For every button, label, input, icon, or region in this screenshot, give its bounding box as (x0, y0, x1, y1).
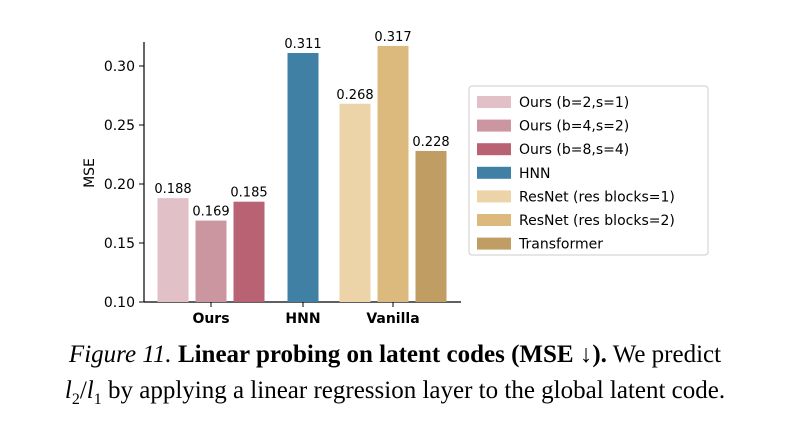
x-group-label-vanilla: Vanilla (366, 311, 419, 327)
x-group-label-hnn: HNN (285, 311, 320, 327)
legend-swatch (477, 119, 511, 132)
bar-ours-b-2-s-1 (157, 198, 189, 302)
legend-swatch (477, 214, 511, 226)
legend-frame (468, 85, 709, 256)
caption-text-2: by applying a linear regression layer to… (107, 377, 726, 404)
legend-swatch (477, 190, 511, 203)
figure-caption-line-1: Figure 11. Linear probing on latent code… (0, 338, 790, 372)
legend-swatch (477, 237, 511, 250)
bar-value-label: 0.185 (230, 186, 267, 201)
bar-ours-b-4-s-2 (195, 220, 227, 302)
figure-label: Figure 11. (68, 341, 172, 368)
bars (157, 45, 447, 302)
y-axis-label: MSE (82, 158, 98, 188)
y-tick-label: 0.15 (104, 236, 135, 252)
legend-entry-label: ResNet (res blocks=2) (519, 213, 675, 229)
legend-swatch (477, 96, 511, 108)
bar-value-label: 0.268 (336, 88, 373, 103)
legend-swatch (477, 143, 511, 156)
bar-value-label: 0.228 (412, 135, 449, 150)
x-group-label-ours: Ours (192, 311, 229, 327)
x-axis: Ours HNN Vanilla (192, 302, 420, 327)
legend: Ours (b=2,s=1) Ours (b=4,s=2) Ours (b=8,s=… (468, 85, 709, 256)
y-tick-label: 0.25 (104, 118, 135, 134)
bar-value-label: 0.317 (374, 30, 411, 45)
figure-caption-line-2: l2/l1 by applying a linear regression la… (0, 374, 790, 417)
legend-entry-label: Transformer (518, 237, 603, 253)
bar-ours-b-8-s-4 (233, 201, 265, 302)
caption-title: Linear probing on latent codes (MSE ↓). (177, 341, 607, 368)
bar-value-label: 0.311 (284, 37, 321, 52)
legend-entry-label: HNN (519, 166, 550, 182)
bar-resnet-res-blocks-2 (377, 45, 409, 302)
legend-entry-label: ResNet (res blocks=1) (519, 189, 675, 205)
y-tick-label: 0.30 (104, 59, 135, 75)
caption-math: l2/l1 (64, 377, 102, 408)
bar-value-label: 0.169 (192, 205, 229, 220)
bar-transformer (415, 150, 447, 302)
legend-entry-label: Ours (b=8,s=4) (519, 142, 629, 158)
bar-resnet-res-blocks-1 (339, 103, 371, 302)
legend-swatch (477, 166, 511, 179)
y-tick-label: 0.20 (104, 177, 135, 193)
y-tick-label: 0.10 (104, 295, 135, 311)
legend-entry-label: Ours (b=4,s=2) (519, 119, 629, 135)
caption-text-1: We predict (612, 341, 722, 368)
bar-value-label: 0.188 (154, 182, 191, 197)
bar-hnn (287, 53, 319, 302)
legend-entry-label: Ours (b=2,s=1) (519, 95, 629, 111)
